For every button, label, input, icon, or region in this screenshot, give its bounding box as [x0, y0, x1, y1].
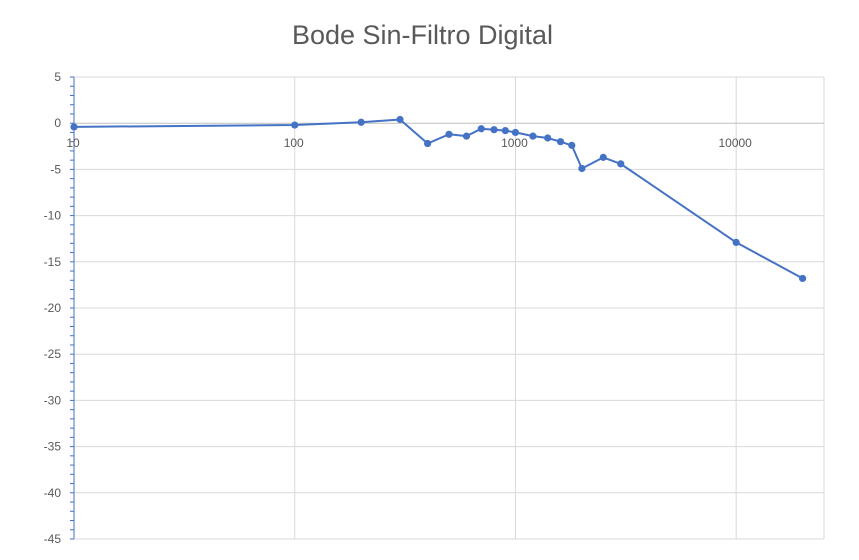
data-point: [490, 126, 498, 134]
x-tick-label: 100: [284, 136, 304, 150]
y-tick-label: -5: [50, 162, 61, 176]
x-tick-label: 10000: [718, 136, 752, 150]
series-layer: [70, 115, 807, 283]
data-point: [70, 123, 78, 131]
y-tick-label: -10: [44, 209, 62, 223]
data-point: [501, 126, 509, 135]
y-tick-label: -25: [44, 347, 62, 361]
data-point: [578, 164, 586, 173]
y-tick-label: 5: [54, 70, 61, 84]
series-line: [73, 118, 804, 280]
data-point: [445, 130, 453, 138]
axes: [70, 76, 824, 540]
y-tick-label: -30: [44, 393, 62, 407]
x-tick-label: 1000: [501, 136, 528, 150]
chart-title: Bode Sin-Filtro Digital: [291, 20, 554, 50]
tick-labels: 5 0 -5 -10 -15 -20 -25 -30 -35 -40 -45 10 100 1000 100…: [44, 70, 753, 546]
data-point: [511, 128, 520, 137]
data-point: [599, 153, 607, 161]
data-point: [291, 121, 299, 129]
data-point: [556, 138, 565, 146]
data-point: [357, 118, 365, 126]
data-point: [396, 115, 404, 124]
gridlines: [73, 76, 825, 540]
y-tick-label: -20: [44, 301, 62, 315]
data-point: [617, 160, 625, 168]
y-tick-label: -45: [44, 532, 62, 546]
data-point: [477, 125, 485, 133]
data-point: [462, 132, 471, 140]
y-tick-label: -15: [44, 255, 62, 269]
y-tick-label: -40: [44, 486, 62, 500]
y-tick-label: 0: [54, 116, 61, 130]
data-point: [544, 134, 552, 142]
data-point: [568, 141, 576, 149]
data-point: [732, 238, 740, 246]
data-point: [424, 139, 432, 148]
x-tick-label: 10: [66, 136, 80, 150]
y-tick-label: -35: [44, 440, 62, 454]
data-point: [799, 274, 807, 283]
data-point: [529, 132, 537, 140]
